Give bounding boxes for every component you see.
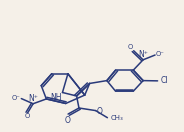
Text: CH₃: CH₃: [111, 115, 123, 121]
Text: O⁻: O⁻: [156, 51, 165, 57]
Text: O: O: [25, 113, 30, 119]
Text: N⁺: N⁺: [29, 94, 38, 103]
Text: N⁺: N⁺: [139, 50, 148, 59]
Text: O: O: [128, 44, 133, 50]
Text: O: O: [64, 116, 70, 125]
Text: O: O: [97, 107, 102, 116]
Text: Cl: Cl: [161, 76, 168, 85]
Text: NH: NH: [50, 93, 61, 102]
Text: O⁻: O⁻: [12, 95, 20, 101]
